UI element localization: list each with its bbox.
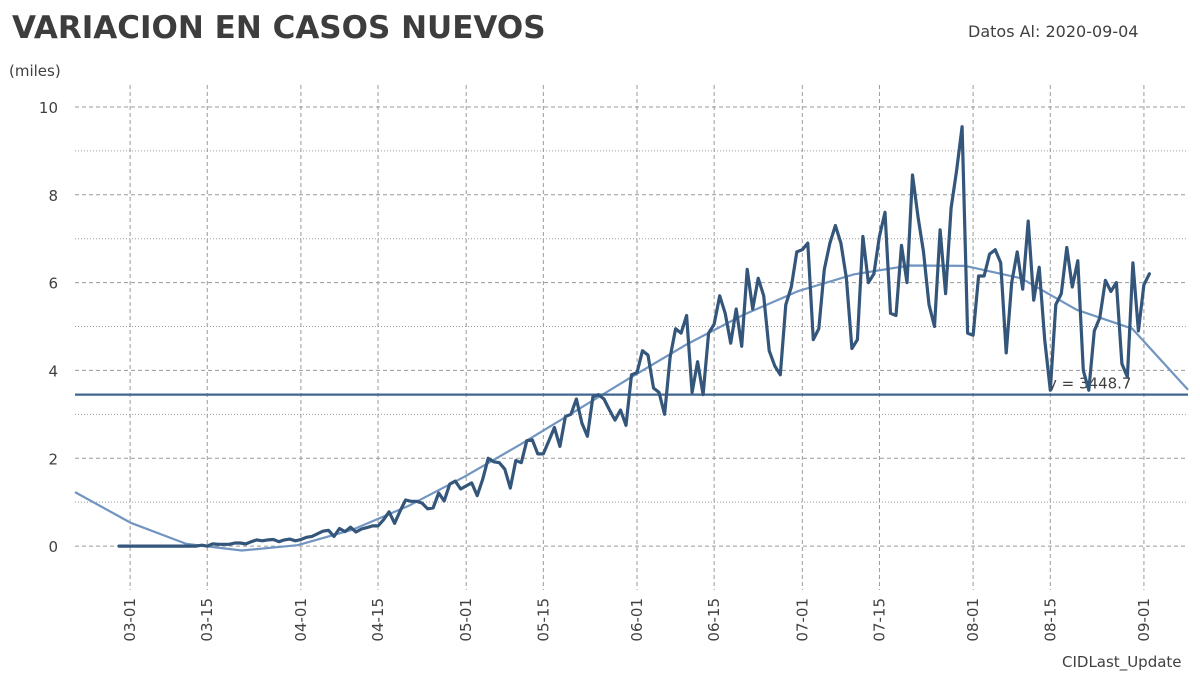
x-tick-label: 04-01 <box>292 598 310 642</box>
x-tick-label: 06-15 <box>705 598 723 642</box>
x-tick-label: 03-01 <box>121 598 139 642</box>
x-tick-label: 06-01 <box>628 598 646 642</box>
x-tick-label: 08-01 <box>964 598 982 642</box>
y-tick-label: 0 <box>48 538 58 556</box>
x-axis-ticks: 03-01 03-15 04-01 04-15 05-01 05-15 06-01 06-15… <box>121 598 1153 642</box>
trend-line <box>74 264 1189 552</box>
y-tick-label: 2 <box>48 450 58 468</box>
y-tick-label: 8 <box>48 187 58 205</box>
trend-series <box>74 264 1189 552</box>
data-date-label: Datos Al: 2020-09-04 <box>968 22 1139 41</box>
x-tick-label: 08-15 <box>1041 598 1059 642</box>
grid <box>75 85 1188 590</box>
x-tick-label: 07-01 <box>793 598 811 642</box>
source-label: CIDLast_Update <box>1062 653 1182 671</box>
x-tick-label: 04-15 <box>369 598 387 642</box>
y-axis-ticks: 0 2 4 6 8 10 <box>39 99 58 556</box>
daily-cases-line <box>117 125 1151 548</box>
x-tick-label: 05-01 <box>457 598 475 642</box>
chart-title: VARIACION EN CASOS NUEVOS <box>12 10 546 46</box>
y-tick-label: 6 <box>48 275 58 293</box>
y-tick-label: 10 <box>39 99 58 117</box>
x-tick-label: 05-15 <box>534 598 552 642</box>
y-axis-unit-label: (miles) <box>9 62 61 80</box>
x-tick-label: 03-15 <box>198 598 216 642</box>
x-tick-label: 09-01 <box>1135 598 1153 642</box>
daily-series <box>117 125 1151 548</box>
y-tick-label: 4 <box>48 362 58 380</box>
x-tick-label: 07-15 <box>870 598 888 642</box>
